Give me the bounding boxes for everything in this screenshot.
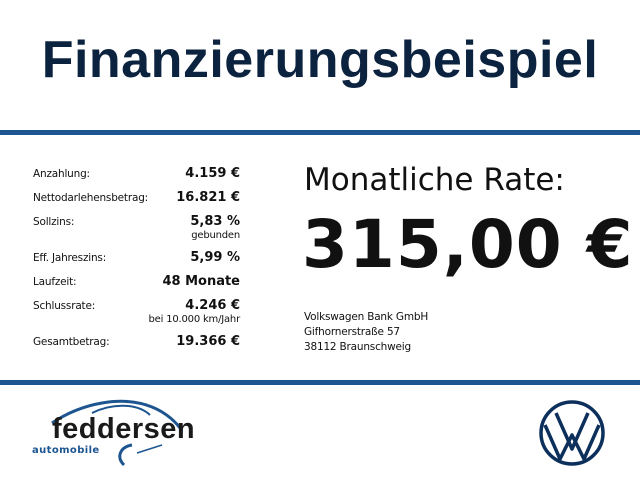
detail-value: 19.366 € — [176, 334, 240, 349]
monthly-rate-label: Monatliche Rate: — [304, 162, 565, 198]
monthly-rate-value: 315,00 € — [302, 206, 634, 283]
detail-row-eff-jahreszins: Eff. Jahreszins: 5,99 % — [33, 250, 240, 265]
bank-name: Volkswagen Bank GmbH — [304, 311, 429, 323]
detail-row-gesamtbetrag: Gesamtbetrag: 19.366 € — [33, 334, 240, 349]
detail-label: Sollzins: — [33, 216, 75, 228]
detail-value: 4.159 € — [185, 166, 240, 181]
detail-value: 16.821 € — [176, 190, 240, 205]
financing-details: Anzahlung: 4.159 € Nettodarlehensbetrag:… — [33, 166, 240, 358]
detail-row-anzahlung: Anzahlung: 4.159 € — [33, 166, 240, 181]
feddersen-logo: feddersen automobile — [32, 395, 222, 470]
detail-label: Eff. Jahreszins: — [33, 252, 107, 264]
detail-row-sollzins: Sollzins: 5,83 % gebunden — [33, 214, 240, 241]
detail-label: Schlussrate: — [33, 300, 96, 312]
detail-label: Anzahlung: — [33, 168, 90, 180]
top-divider — [0, 130, 640, 135]
dealer-name: feddersen — [52, 413, 196, 445]
detail-note: gebunden — [191, 230, 240, 241]
detail-value: 4.246 € — [185, 298, 240, 313]
dealer-tagline: automobile — [32, 445, 100, 456]
bottom-divider — [0, 380, 640, 385]
detail-label: Gesamtbetrag: — [33, 336, 110, 348]
bank-address: Volkswagen Bank GmbH Gifhornerstraße 57 … — [304, 310, 428, 355]
detail-row-schlussrate: Schlussrate: 4.246 € bei 10.000 km/Jahr — [33, 298, 240, 325]
detail-row-laufzeit: Laufzeit: 48 Monate — [33, 274, 240, 289]
detail-note: bei 10.000 km/Jahr — [148, 314, 241, 325]
detail-label: Nettodarlehensbetrag: — [33, 192, 149, 204]
car-swoosh-icon — [51, 399, 184, 467]
detail-row-nettodarlehensbetrag: Nettodarlehensbetrag: 16.821 € — [33, 190, 240, 205]
page-title: Finanzierungsbeispiel — [41, 31, 599, 89]
vw-logo-icon — [539, 400, 605, 466]
bank-city: 38112 Braunschweig — [304, 341, 411, 353]
detail-value: 5,83 % — [190, 214, 240, 229]
detail-value: 48 Monate — [162, 274, 240, 289]
bank-street: Gifhornerstraße 57 — [304, 326, 400, 338]
detail-label: Laufzeit: — [33, 276, 77, 288]
detail-value: 5,99 % — [190, 250, 240, 265]
